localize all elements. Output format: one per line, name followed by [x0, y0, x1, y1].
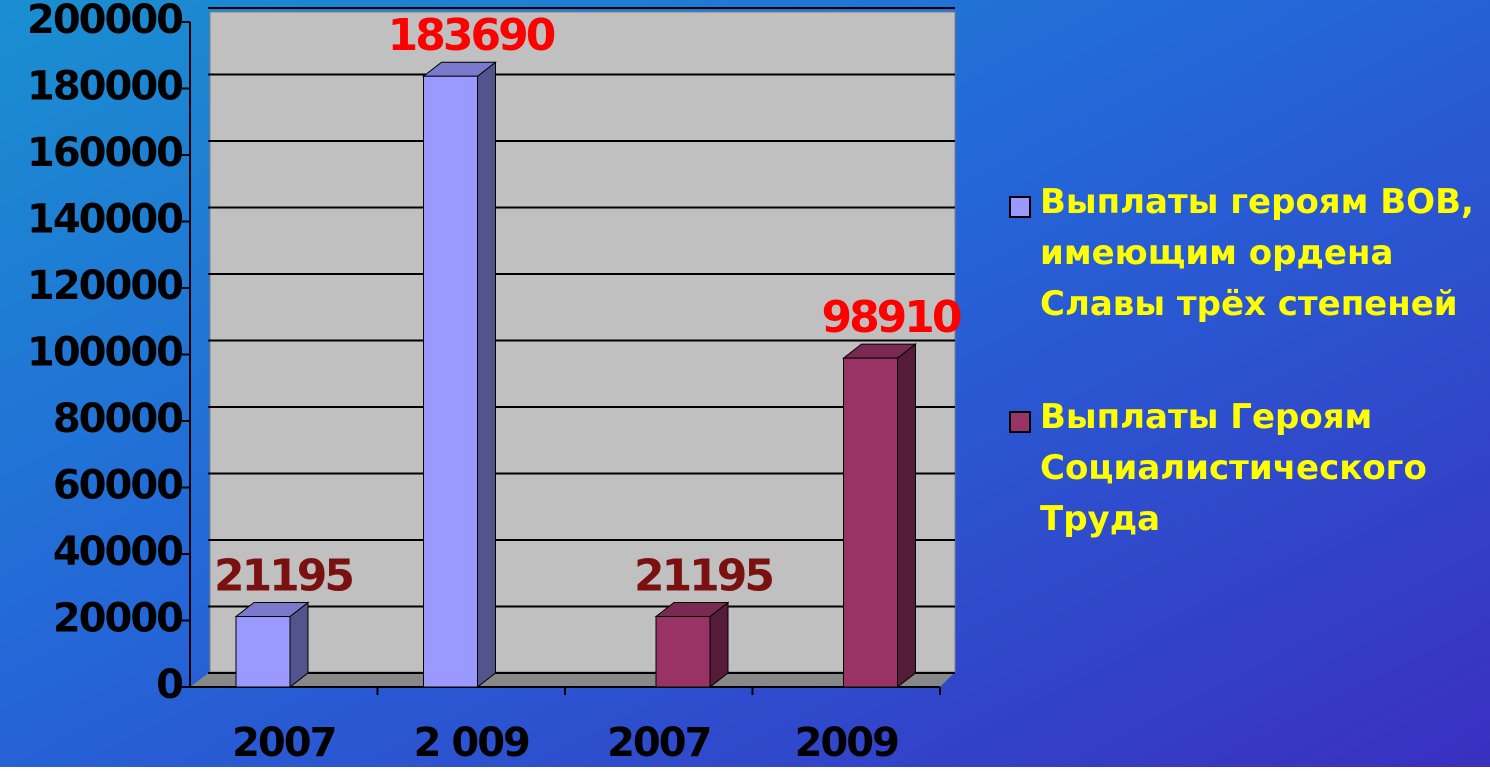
- y-tick-label: 200000: [27, 0, 182, 43]
- x-tick-label: 2 009: [414, 720, 529, 766]
- legend-swatch: [1009, 411, 1031, 433]
- bar: [422, 61, 497, 689]
- data-label: 183690: [388, 10, 555, 61]
- legend-entry: Выплаты Героям Социалистического Труда: [1040, 397, 1427, 539]
- y-tick-label: 60000: [53, 463, 182, 509]
- data-label: 98910: [821, 292, 960, 343]
- x-tick-label: 2007: [232, 720, 335, 766]
- data-label: 21195: [634, 551, 772, 602]
- bar-side: [897, 343, 916, 689]
- x-tick-label: 2009: [795, 720, 898, 766]
- y-tick-label: 140000: [27, 197, 182, 243]
- bar-front: [235, 616, 291, 688]
- bar: [842, 343, 917, 689]
- data-label: 21195: [214, 551, 352, 602]
- legend-label: Выплаты героям ВОВ, имеющим ордена Славы…: [1040, 182, 1474, 324]
- y-tick-label: 160000: [27, 130, 182, 176]
- floor: [190, 672, 955, 687]
- legend-label: Выплаты Героям Социалистического Труда: [1040, 397, 1427, 539]
- y-tick-label: 100000: [27, 330, 182, 376]
- legend-swatch: [1009, 196, 1031, 218]
- y-tick-label: 0: [156, 662, 182, 708]
- bar: [234, 601, 310, 689]
- y-tick-label: 40000: [53, 529, 182, 575]
- bar-side: [709, 601, 729, 689]
- y-tick-label: 120000: [27, 263, 182, 309]
- bar-front: [655, 616, 711, 688]
- legend-entry: Выплаты героям ВОВ, имеющим ордена Славы…: [1040, 182, 1474, 324]
- back-wall: [209, 11, 956, 673]
- y-tick-label: 80000: [53, 396, 182, 442]
- bar: [654, 601, 730, 689]
- bar-front: [423, 75, 478, 688]
- y-tick-label: 180000: [27, 64, 182, 110]
- bar-side: [289, 601, 309, 689]
- bar-front: [843, 357, 898, 688]
- x-tick-label: 2007: [607, 720, 710, 766]
- y-tick-label: 20000: [53, 596, 182, 642]
- bar-side: [477, 61, 496, 689]
